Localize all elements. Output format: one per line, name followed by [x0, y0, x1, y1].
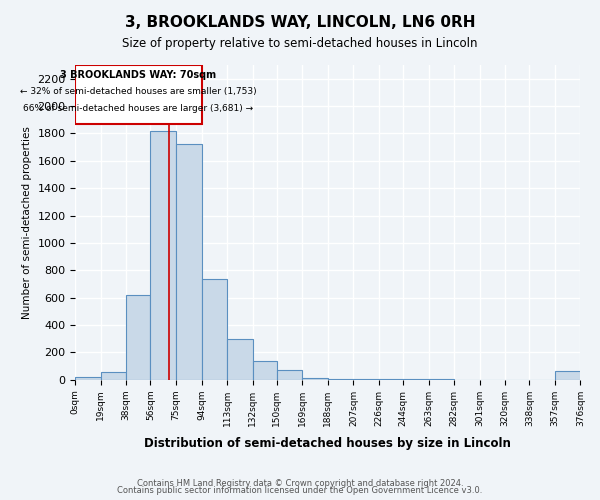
Bar	[75, 377, 101, 380]
Bar	[227, 338, 253, 380]
Bar	[101, 372, 126, 380]
Bar	[253, 360, 277, 380]
Text: 66% of semi-detached houses are larger (3,681) →: 66% of semi-detached houses are larger (…	[23, 104, 253, 114]
X-axis label: Distribution of semi-detached houses by size in Lincoln: Distribution of semi-detached houses by …	[145, 437, 511, 450]
Bar	[353, 379, 379, 380]
Bar	[328, 379, 353, 380]
Bar	[302, 378, 328, 380]
Text: 3, BROOKLANDS WAY, LINCOLN, LN6 0RH: 3, BROOKLANDS WAY, LINCOLN, LN6 0RH	[125, 15, 475, 30]
Bar	[176, 144, 202, 380]
Y-axis label: Number of semi-detached properties: Number of semi-detached properties	[22, 126, 32, 319]
Bar	[151, 130, 176, 380]
Text: ← 32% of semi-detached houses are smaller (1,753): ← 32% of semi-detached houses are smalle…	[20, 86, 257, 96]
Bar	[126, 295, 151, 380]
Bar	[403, 379, 428, 380]
Bar	[202, 278, 227, 380]
Bar	[379, 379, 403, 380]
Bar	[555, 371, 581, 380]
Text: Size of property relative to semi-detached houses in Lincoln: Size of property relative to semi-detach…	[122, 38, 478, 51]
Text: 3 BROOKLANDS WAY: 70sqm: 3 BROOKLANDS WAY: 70sqm	[60, 70, 217, 80]
Bar	[428, 379, 454, 380]
Bar	[277, 370, 302, 380]
Text: Contains public sector information licensed under the Open Government Licence v3: Contains public sector information licen…	[118, 486, 482, 495]
Text: Contains HM Land Registry data © Crown copyright and database right 2024.: Contains HM Land Registry data © Crown c…	[137, 478, 463, 488]
FancyBboxPatch shape	[75, 65, 202, 124]
